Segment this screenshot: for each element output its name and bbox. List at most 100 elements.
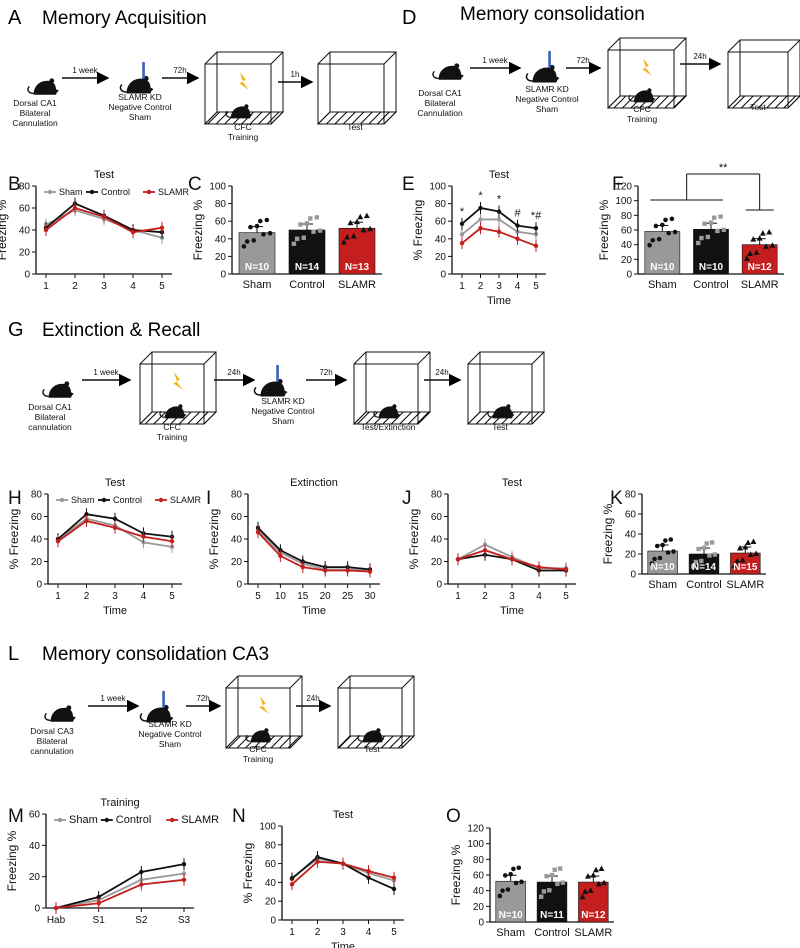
chamber bbox=[726, 39, 800, 109]
legend-label: SLAMR bbox=[170, 495, 202, 505]
data-point bbox=[84, 512, 89, 517]
legend-item-sham: Sham bbox=[44, 187, 83, 197]
schematic-L-arrow3-label: 24h bbox=[306, 694, 319, 703]
scatter-point bbox=[672, 229, 678, 235]
panel-letter-D: D bbox=[402, 7, 416, 29]
x-tick-label: 3 bbox=[340, 927, 346, 938]
mouse-tail bbox=[245, 734, 251, 742]
mouse-ear bbox=[178, 404, 183, 409]
x-tick-label: 4 bbox=[366, 927, 372, 938]
mouse-ear bbox=[244, 104, 249, 109]
schematic-G-mouse2-text: SLAMR KD Negative Control Sham bbox=[251, 396, 314, 426]
panel-letter-K: K bbox=[610, 488, 623, 509]
scatter-point bbox=[753, 249, 760, 255]
data-point bbox=[112, 516, 118, 521]
data-point bbox=[169, 539, 175, 544]
x-category-label: SLAMR bbox=[726, 579, 764, 591]
mouse-tail bbox=[373, 410, 379, 418]
scatter-point bbox=[350, 232, 357, 239]
data-point bbox=[159, 225, 165, 230]
y-tick-label: 0 bbox=[478, 918, 484, 929]
mouse-tail bbox=[159, 410, 165, 418]
x-tick-label: 4 bbox=[536, 591, 542, 602]
legend-marker bbox=[104, 817, 110, 823]
x-tick-label: S1 bbox=[93, 915, 106, 926]
x-tick-label: 15 bbox=[297, 591, 309, 602]
y-tick-label: 80 bbox=[473, 855, 485, 866]
schematic-D-arrow2-label: 72h bbox=[576, 56, 589, 65]
x-tick-label: 2 bbox=[315, 927, 321, 938]
y-axis-label: % Freezing bbox=[407, 509, 421, 570]
chamber bbox=[466, 351, 546, 425]
data-point bbox=[323, 568, 328, 573]
schematic-G-arrow2-label: 24h bbox=[227, 368, 240, 377]
schematic-A: Dorsal CA1 Bilateral Cannulation 1 week SLAM… bbox=[12, 51, 398, 142]
x-tick-label: 5 bbox=[563, 591, 569, 602]
mouse-body bbox=[33, 80, 59, 95]
mouse-body bbox=[230, 106, 253, 119]
schematic-G-arrow4-label: 24h bbox=[435, 368, 448, 377]
schematic-D-mouse1-text: Dorsal CA1 Bilateral Cannulation bbox=[417, 88, 463, 118]
y-tick-label: 20 bbox=[473, 902, 485, 913]
x-category-label: Sham bbox=[648, 279, 677, 291]
chart-O: O 0 20 40 60 80 100 120 Freezing % N=10 Sham N=11 Co… bbox=[446, 806, 614, 939]
data-point bbox=[181, 871, 187, 876]
bar-slamr bbox=[338, 227, 376, 275]
bar-slamr bbox=[578, 881, 609, 923]
mouse-icon bbox=[487, 404, 515, 419]
bar-sham bbox=[238, 232, 276, 275]
scatter-point bbox=[669, 216, 675, 222]
data-point bbox=[96, 894, 101, 900]
scatter-point bbox=[511, 866, 516, 872]
chamber-edge bbox=[337, 675, 351, 689]
series-line-sham bbox=[257, 529, 371, 572]
mouse-tail bbox=[27, 85, 34, 95]
y-tick-label: 80 bbox=[625, 490, 637, 501]
legend-label: SLAMR bbox=[158, 187, 190, 197]
data-point bbox=[366, 868, 371, 874]
y-axis-label: % Freezing bbox=[241, 843, 255, 904]
chamber-edge bbox=[727, 39, 741, 53]
scatter-point bbox=[587, 887, 594, 893]
series-line-control bbox=[55, 863, 185, 909]
scatter-point bbox=[291, 241, 297, 246]
scatter-point bbox=[769, 242, 776, 248]
scatter-point bbox=[671, 549, 676, 554]
scatter-point bbox=[519, 879, 524, 885]
y-tick-label: 0 bbox=[630, 570, 636, 581]
y-tick-label: 60 bbox=[31, 512, 43, 523]
mouse-icon bbox=[159, 404, 187, 419]
mouse-tail bbox=[42, 388, 49, 398]
mouse-body bbox=[146, 707, 174, 723]
schematic-G-mouse1-text: Dorsal CA1 Bilateral cannulation bbox=[28, 402, 72, 432]
chart-H: H 0 20 40 60 80 % Freezing Test 1 2 3 4 5 Time Sham Con… bbox=[7, 477, 202, 617]
panel-title-L: Memory consolidation CA3 bbox=[42, 644, 269, 665]
chart-title: Test bbox=[333, 809, 353, 821]
data-point bbox=[289, 882, 295, 887]
bar-sham bbox=[495, 880, 526, 923]
x-tick-label: 5 bbox=[391, 927, 397, 938]
shock-icon bbox=[239, 72, 249, 90]
panel-letter-J: J bbox=[402, 488, 412, 509]
data-point bbox=[478, 226, 483, 231]
scatter-point bbox=[699, 558, 704, 564]
schematic-L-box1-text: CFC Training bbox=[243, 744, 274, 764]
chart-title: Test bbox=[502, 477, 522, 489]
mouse-icon bbox=[42, 381, 74, 398]
chamber-edge bbox=[607, 37, 621, 51]
scatter-point bbox=[244, 239, 250, 244]
scatter-point bbox=[344, 234, 351, 240]
chamber bbox=[203, 51, 285, 125]
chamber-edge bbox=[353, 351, 367, 365]
chart-title: Training bbox=[100, 797, 139, 809]
y-tick-label: 80 bbox=[431, 490, 443, 501]
significance-mark: * bbox=[497, 194, 502, 206]
cannula bbox=[548, 51, 551, 68]
y-tick-label: 0 bbox=[626, 270, 632, 281]
scatter-point bbox=[696, 240, 701, 246]
panel-letter-N: N bbox=[232, 806, 246, 827]
legend-item-slamr: SLAMR bbox=[155, 495, 202, 505]
shock-icon bbox=[259, 696, 269, 714]
data-point bbox=[366, 875, 371, 880]
y-tick-label: 60 bbox=[431, 512, 443, 523]
